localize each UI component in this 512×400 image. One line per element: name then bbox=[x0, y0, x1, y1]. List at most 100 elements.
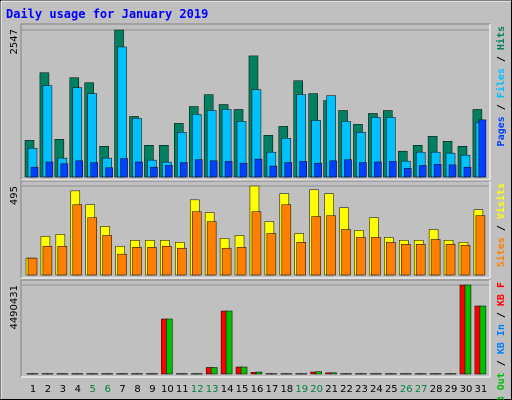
x-tick-label: 1 bbox=[30, 384, 36, 395]
y-tick-label: 4490431 bbox=[9, 285, 20, 330]
bar bbox=[206, 221, 217, 276]
bar bbox=[404, 168, 412, 178]
bar bbox=[150, 166, 158, 178]
bar bbox=[240, 366, 248, 375]
bar bbox=[299, 161, 307, 178]
bar bbox=[478, 119, 487, 178]
x-tick-label: 13 bbox=[206, 384, 219, 395]
bar bbox=[386, 242, 396, 276]
x-tick-label: 22 bbox=[340, 384, 353, 395]
x-tick-label: 11 bbox=[176, 384, 189, 395]
bar bbox=[72, 204, 83, 276]
bar bbox=[91, 373, 98, 375]
bar bbox=[57, 245, 68, 276]
bar bbox=[415, 244, 426, 276]
bar bbox=[210, 367, 218, 375]
bar bbox=[330, 372, 337, 375]
bar bbox=[430, 239, 441, 276]
x-tick-label: 18 bbox=[280, 384, 293, 395]
bar bbox=[177, 247, 187, 276]
bar bbox=[162, 245, 172, 276]
legend-entry: Files bbox=[495, 68, 507, 98]
bar bbox=[329, 160, 337, 178]
x-tick-label: 15 bbox=[236, 384, 249, 395]
bar bbox=[151, 373, 158, 375]
x-tick-label: 28 bbox=[430, 384, 443, 395]
bar bbox=[191, 211, 202, 276]
x-tick-label: 21 bbox=[325, 384, 338, 395]
bar bbox=[270, 373, 278, 375]
x-tick-label: 26 bbox=[400, 384, 413, 395]
bar bbox=[479, 305, 487, 375]
x-tick-label: 31 bbox=[475, 384, 488, 395]
bar bbox=[315, 371, 322, 375]
bar bbox=[27, 257, 38, 276]
legend-separator: / bbox=[496, 306, 507, 324]
bar bbox=[448, 164, 457, 178]
bar bbox=[225, 310, 233, 375]
bar bbox=[147, 247, 157, 276]
bar bbox=[281, 204, 292, 276]
bar bbox=[475, 215, 486, 276]
x-tick-label: 25 bbox=[385, 384, 398, 395]
bar bbox=[45, 161, 54, 178]
bar bbox=[405, 373, 412, 375]
x-tick-label: 24 bbox=[370, 384, 383, 395]
bar bbox=[284, 162, 293, 178]
x-tick-label: 8 bbox=[134, 384, 140, 395]
legend-entry: Hits bbox=[495, 26, 507, 50]
bar bbox=[434, 373, 442, 375]
legend-separator: / bbox=[496, 219, 507, 237]
bar bbox=[374, 161, 382, 178]
bar bbox=[117, 253, 127, 276]
bar bbox=[419, 373, 427, 375]
bar bbox=[433, 164, 442, 178]
bar bbox=[251, 211, 262, 276]
bar bbox=[401, 244, 411, 276]
bar bbox=[31, 373, 39, 375]
bar bbox=[359, 162, 367, 178]
x-tick-label: 17 bbox=[266, 384, 279, 395]
x-tick-label: 2 bbox=[45, 384, 51, 395]
x-tick-label: 3 bbox=[60, 384, 66, 395]
x-tick-label: 20 bbox=[310, 384, 323, 395]
bar bbox=[135, 161, 143, 178]
x-tick-label: 10 bbox=[161, 384, 174, 395]
legend-entry: Pages bbox=[496, 116, 507, 146]
bar bbox=[165, 165, 173, 178]
x-tick-label: 16 bbox=[251, 384, 264, 395]
bar bbox=[224, 161, 233, 178]
legend-entry: Sites bbox=[495, 237, 507, 267]
x-tick-label: 23 bbox=[355, 384, 368, 395]
bar bbox=[311, 216, 321, 276]
legend: Sites / Visits bbox=[495, 183, 507, 267]
bar bbox=[105, 167, 113, 178]
bar bbox=[60, 163, 69, 178]
bar bbox=[418, 165, 427, 178]
bar bbox=[371, 237, 381, 276]
chart-title: Daily usage for January 2019 bbox=[6, 7, 208, 21]
legend-entry: KB In bbox=[496, 324, 507, 354]
bar bbox=[341, 229, 351, 276]
legend-separator: / bbox=[496, 354, 507, 372]
bar bbox=[102, 235, 112, 276]
bar bbox=[445, 244, 456, 276]
x-tick-label: 30 bbox=[460, 384, 473, 395]
bar bbox=[300, 373, 307, 375]
bar bbox=[61, 373, 69, 375]
bar bbox=[76, 373, 84, 375]
bar bbox=[121, 373, 128, 375]
bar bbox=[106, 373, 113, 375]
legend-separator: / bbox=[496, 98, 507, 116]
legend-entry: Visits bbox=[495, 183, 507, 219]
y-tick-label: 495 bbox=[9, 186, 20, 205]
bar bbox=[344, 159, 352, 178]
x-tick-label: 4 bbox=[75, 384, 81, 395]
bar bbox=[221, 247, 232, 276]
bar bbox=[194, 159, 203, 178]
legend: Pages / Files / Hits bbox=[495, 26, 507, 146]
bar bbox=[314, 162, 322, 178]
y-tick-label: 2547 bbox=[9, 29, 20, 54]
bar bbox=[87, 217, 97, 276]
bar bbox=[296, 242, 306, 276]
